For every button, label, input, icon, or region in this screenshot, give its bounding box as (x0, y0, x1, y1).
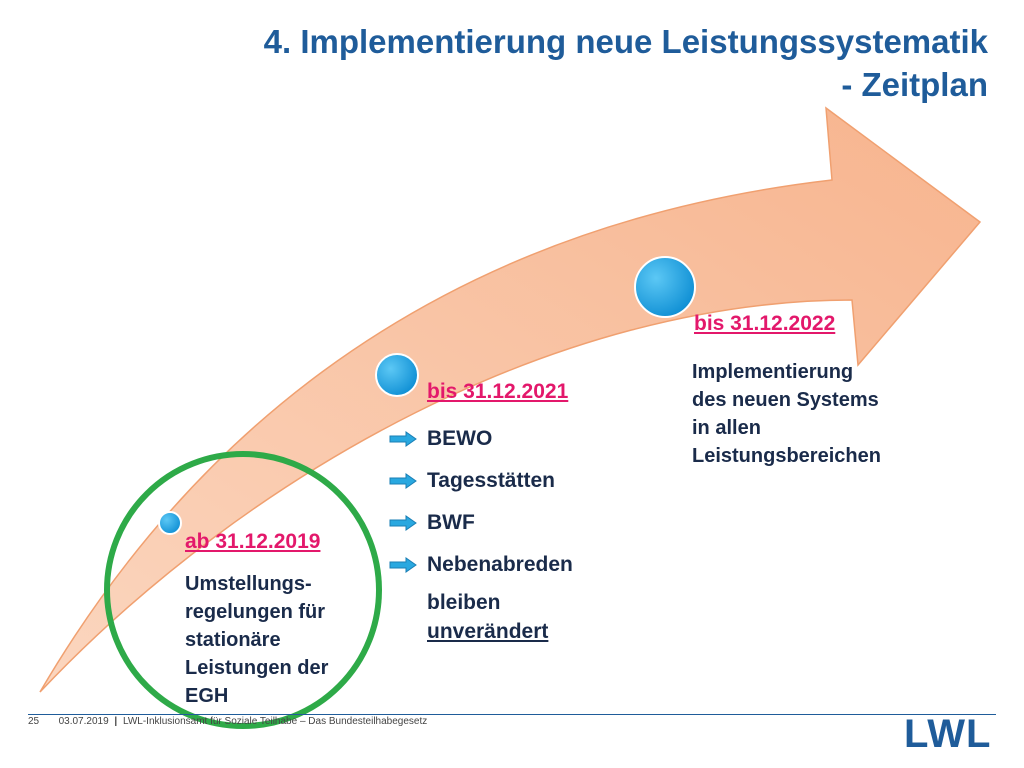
milestone-1-line: regelungen für (185, 601, 326, 623)
slide-title-line2: - Zeitplan (841, 66, 988, 103)
milestone-2-note-underlined: unverändert (427, 620, 549, 643)
milestone-1-text: Umstellungs- regelungen für stationäre L… (185, 570, 328, 710)
list-item-label: Nebenabreden (427, 553, 573, 576)
timeline-dot-icon (634, 256, 696, 318)
milestone-1-date: ab 31.12.2019 (185, 530, 321, 553)
page-number: 25 (28, 716, 40, 727)
list-item: Tagesstätten (388, 460, 573, 502)
footer-divider (28, 714, 996, 715)
timeline-arrow-shape (39, 106, 982, 693)
milestone-1-line: stationäre (185, 629, 281, 651)
milestone-2-note: bleiben unverändert (427, 588, 548, 646)
list-item: Nebenabreden (388, 544, 573, 586)
footer-date: 03.07.2019 (58, 716, 109, 727)
timeline-dot-icon (158, 511, 182, 535)
timeline-dot-icon (375, 353, 419, 397)
milestone-2-date: bis 31.12.2021 (427, 380, 569, 403)
milestone-3-text: Implementierung des neuen Systems in all… (692, 358, 881, 470)
milestone-2-list: BEWO Tagesstätten BWF Nebenabreden (388, 418, 573, 586)
milestone-3-line: Implementierung (692, 361, 854, 383)
milestone-3-line: des neuen Systems (692, 389, 879, 411)
milestone-1-line: Leistungen der (185, 657, 329, 679)
arrow-bullet-icon (389, 515, 417, 531)
list-item: BWF (388, 502, 573, 544)
slide-title-line1: 4. Implementierung neue Leistungssystema… (263, 23, 988, 60)
arrow-bullet-icon (389, 473, 417, 489)
milestone-3-line: Leistungsbereichen (692, 445, 881, 467)
milestone-1-line: EGH (185, 685, 229, 707)
list-item-label: BWF (427, 511, 475, 534)
milestone-2-note-plain: bleiben (427, 591, 501, 614)
highlight-circle (104, 451, 382, 729)
milestone-3-line: in allen (692, 417, 761, 439)
lwl-logo: LWL (904, 712, 992, 756)
list-item: BEWO (388, 418, 573, 460)
list-item-label: Tagesstätten (427, 469, 555, 492)
arrow-bullet-icon (389, 431, 417, 447)
arrow-bullet-icon (389, 557, 417, 573)
milestone-3-date: bis 31.12.2022 (694, 312, 836, 335)
footer-separator: | (114, 716, 118, 727)
slide-title: 4. Implementierung neue Leistungssystema… (168, 20, 988, 106)
milestone-1-line: Umstellungs- (185, 573, 312, 595)
footer-text: LWL-Inklusionsamt für Soziale Teilhabe –… (123, 716, 428, 727)
slide-footer: 25 03.07.2019 | LWL-Inklusionsamt für So… (28, 716, 427, 727)
list-item-label: BEWO (427, 427, 493, 450)
